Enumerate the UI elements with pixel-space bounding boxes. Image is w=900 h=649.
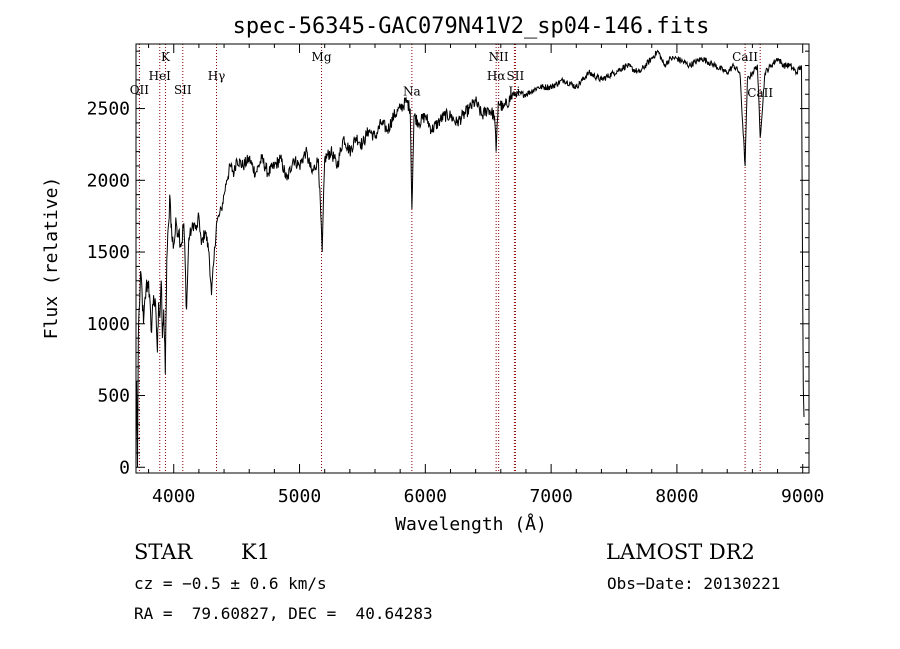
y-tick-label-5: 2500 (87, 99, 130, 120)
spectrum-line (135, 49, 805, 468)
x-tick-label-0: 4000 (152, 486, 195, 507)
subclass: K1 (241, 540, 271, 564)
velocity: cz = −0.5 ± 0.6 km/s (134, 574, 327, 593)
spectrum-series (135, 49, 805, 468)
y-tick-label-4: 2000 (87, 170, 130, 191)
survey-name: LAMOST DR2 (606, 540, 755, 564)
spectral-line-markers (138, 44, 761, 473)
line-label-4: Hγ (208, 69, 226, 83)
line-label-5: Mg (312, 50, 332, 64)
y-tick-label-2: 1000 (87, 314, 130, 335)
line-label-2: HeI (149, 69, 172, 83)
object-class: STAR (134, 540, 193, 564)
line-label-9: SII (507, 69, 525, 83)
line-label-7: NII (489, 50, 509, 64)
y-tick-label-3: 1500 (87, 242, 130, 263)
coordinates: RA = 79.60827, DEC = 40.64283 (134, 604, 433, 623)
y-axis: 0 500 1000 1500 2000 2500 (87, 50, 809, 478)
chart-title: spec-56345-GAC079N41V2_sp04-146.fits (233, 14, 710, 39)
y-tick-label-0: 0 (119, 457, 130, 478)
x-tick-label-5: 9000 (781, 486, 824, 507)
line-label-3: SII (174, 83, 192, 97)
line-label-6: Na (403, 85, 421, 99)
plot-frame (135, 43, 810, 474)
x-tick-label-3: 7000 (529, 486, 572, 507)
x-axis-label: Wavelength (Å) (395, 513, 547, 535)
x-tick-label-2: 6000 (404, 486, 447, 507)
x-axis: 4000 5000 6000 7000 8000 9000 (148, 44, 824, 507)
x-tick-label-4: 8000 (655, 486, 698, 507)
line-label-10: Li (508, 85, 520, 99)
obs-date: Obs−Date: 20130221 (607, 574, 781, 593)
line-label-1: K (161, 50, 171, 64)
line-label-11: CaII (732, 50, 758, 64)
line-label-8: Hα (487, 69, 506, 83)
line-label-0: OII (130, 83, 150, 97)
x-tick-label-1: 5000 (278, 486, 321, 507)
line-label-12: CaII (747, 86, 773, 100)
y-axis-label: Flux (relative) (41, 177, 62, 340)
y-tick-label-1: 500 (97, 386, 130, 407)
